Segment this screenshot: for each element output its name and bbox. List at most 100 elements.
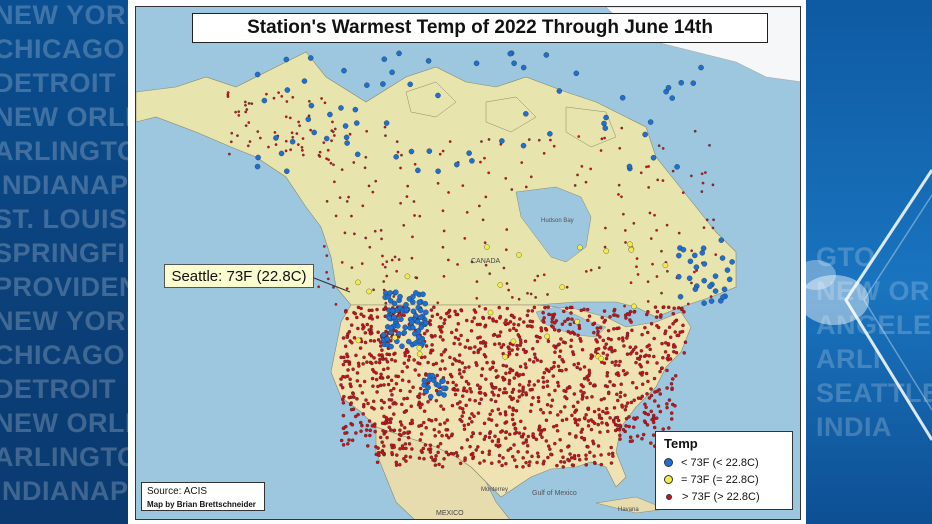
station-dot xyxy=(564,367,568,372)
station-dot xyxy=(575,365,579,370)
station-dot xyxy=(632,398,636,403)
station-dot xyxy=(584,457,588,461)
station-dot xyxy=(524,365,528,370)
station-dot xyxy=(400,369,405,374)
station-dot xyxy=(661,305,666,309)
station-dot xyxy=(647,396,652,400)
station-dot xyxy=(475,296,479,300)
station-dot xyxy=(472,308,477,312)
station-dot xyxy=(513,431,517,436)
station-dot xyxy=(254,71,261,78)
station-dot xyxy=(361,326,365,331)
station-dot xyxy=(690,80,697,86)
station-dot xyxy=(640,382,645,387)
station-dot xyxy=(447,258,450,262)
station-dot xyxy=(496,374,500,378)
station-dot xyxy=(552,312,557,317)
station-dot xyxy=(681,323,685,328)
station-dot xyxy=(559,410,563,414)
station-dot xyxy=(552,360,556,365)
station-dot xyxy=(503,387,507,391)
station-dot xyxy=(333,134,336,137)
station-dot xyxy=(359,306,363,311)
station-dot xyxy=(425,384,431,391)
station-dot xyxy=(360,323,365,327)
station-dot xyxy=(556,413,560,417)
station-dot xyxy=(353,311,358,316)
station-dot xyxy=(586,445,590,449)
station-dot xyxy=(391,314,397,320)
station-dot xyxy=(549,366,554,371)
background-city-name: NEW OR xyxy=(816,276,930,306)
station-dot xyxy=(493,399,498,404)
station-dot xyxy=(562,388,566,393)
station-dot xyxy=(617,183,621,187)
station-dot xyxy=(380,406,384,410)
station-dot xyxy=(370,376,375,381)
station-dot xyxy=(414,319,421,325)
station-dot xyxy=(484,244,490,250)
station-dot xyxy=(539,326,543,330)
station-dot xyxy=(412,358,416,362)
station-dot xyxy=(394,374,398,378)
station-dot xyxy=(371,399,376,404)
station-dot xyxy=(404,348,409,352)
legend-label: > 73F (> 22.8C) xyxy=(682,490,760,503)
station-dot xyxy=(547,392,551,397)
station-dot xyxy=(347,395,352,400)
station-dot xyxy=(507,370,512,375)
station-dot xyxy=(448,372,453,377)
station-dot xyxy=(412,340,419,347)
station-dot xyxy=(588,381,592,386)
background-city-name: NEW YORK xyxy=(0,306,128,336)
background-city-name: SPRINGFI xyxy=(0,238,126,268)
station-dot xyxy=(600,315,604,320)
station-dot xyxy=(572,362,576,367)
station-dot xyxy=(489,461,494,465)
station-dot xyxy=(598,355,604,362)
station-dot xyxy=(622,212,625,216)
station-dot xyxy=(579,308,583,313)
station-dot xyxy=(463,456,467,460)
station-dot xyxy=(490,390,494,394)
station-dot xyxy=(671,169,675,173)
station-dot xyxy=(562,309,566,314)
station-dot xyxy=(484,377,488,381)
station-dot xyxy=(566,317,571,321)
station-dot xyxy=(406,358,411,362)
station-dot xyxy=(658,392,663,396)
station-dot xyxy=(609,461,614,465)
station-dot xyxy=(646,379,650,384)
station-dot xyxy=(571,463,576,468)
station-dot xyxy=(417,314,424,321)
station-dot xyxy=(325,157,328,161)
station-dot xyxy=(563,405,567,409)
station-dot xyxy=(527,358,532,362)
station-dot xyxy=(518,364,523,369)
station-dot xyxy=(566,445,570,449)
station-dot xyxy=(511,454,515,459)
station-dot xyxy=(367,419,372,423)
station-dot xyxy=(498,412,503,416)
station-dot xyxy=(669,95,675,101)
station-dot xyxy=(558,437,562,442)
station-dot xyxy=(560,357,564,362)
station-dot xyxy=(326,148,330,152)
station-dot xyxy=(612,420,616,424)
station-dot xyxy=(389,307,396,314)
background-city-name: INDIANAPO xyxy=(0,170,128,200)
station-dot xyxy=(298,124,301,128)
station-dot xyxy=(389,428,393,432)
station-dot xyxy=(604,411,608,415)
hudson-bay-label: Hudson Bay xyxy=(541,218,574,224)
station-dot xyxy=(525,313,530,318)
station-dot xyxy=(510,368,515,373)
station-dot xyxy=(649,393,654,398)
station-dot xyxy=(537,138,541,142)
station-dot xyxy=(669,382,674,386)
station-dot xyxy=(460,446,464,450)
station-dot xyxy=(305,116,312,123)
station-dot xyxy=(362,379,367,384)
station-dots-layer xyxy=(226,50,735,469)
station-dot xyxy=(380,237,383,241)
